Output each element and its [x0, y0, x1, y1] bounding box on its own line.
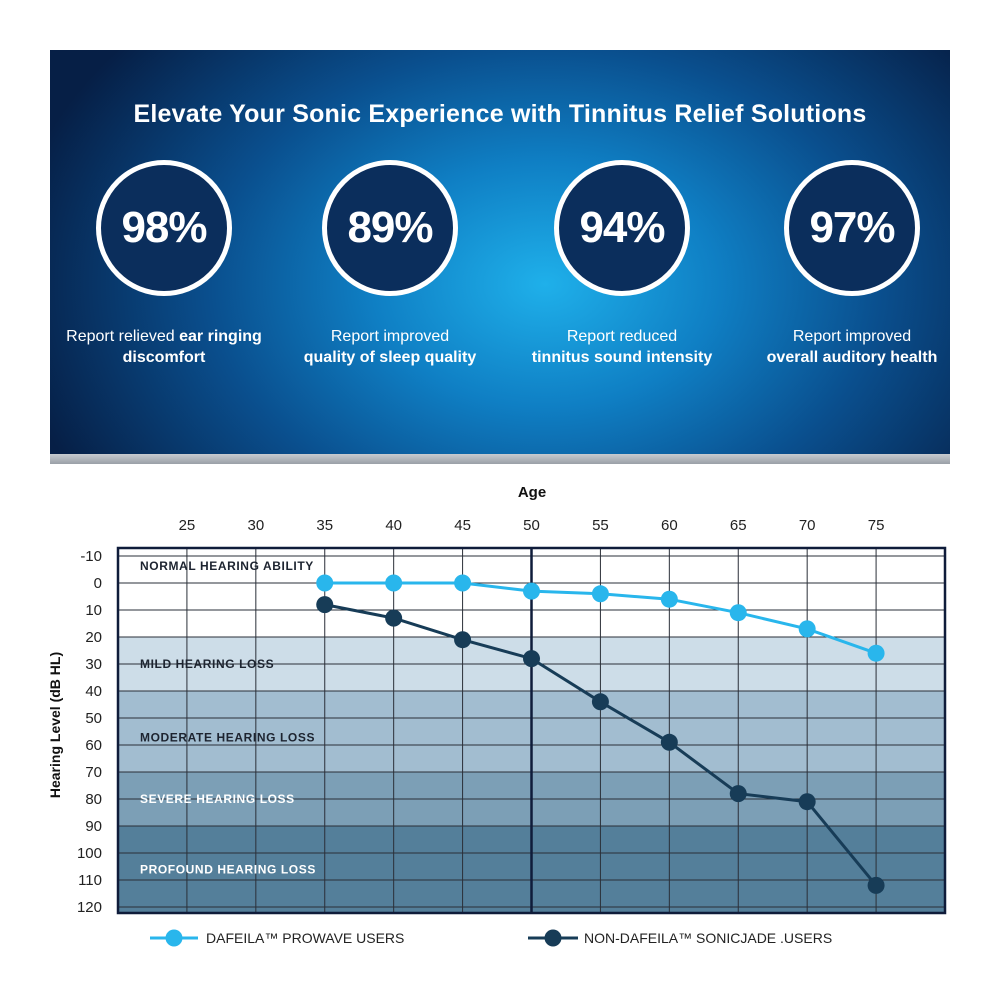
legend-marker	[544, 929, 562, 947]
data-point	[454, 574, 472, 592]
data-point	[523, 582, 540, 600]
data-point	[798, 793, 816, 811]
stat-value: 94%	[579, 203, 665, 252]
stat-caption: Report reduced tinnitus sound intensity	[502, 326, 742, 368]
audiogram-chart: NORMAL HEARING ABILITY MILD HEARING LOSS M…	[47, 484, 947, 947]
data-point	[729, 604, 747, 622]
x-tick-label: 35	[316, 517, 333, 534]
band-label: SEVERE HEARING LOSS	[140, 792, 295, 806]
stat-card: 89% Report improved quality of sleep qua…	[270, 160, 510, 368]
legend-label: NON-DAFEILA™ SONICJADE .USERS	[584, 930, 832, 946]
y-tick-label: -10	[80, 548, 102, 565]
stat-circle: 89%	[322, 160, 458, 296]
x-tick-label: 40	[385, 517, 402, 534]
x-tick-label: 45	[454, 517, 471, 534]
stat-caption-text: Report improved	[330, 328, 450, 345]
band-label: NORMAL HEARING ABILITY	[140, 559, 314, 573]
stat-circle: 97%	[784, 160, 920, 296]
x-tick-label: 50	[523, 517, 540, 534]
data-point	[523, 650, 540, 668]
stat-caption-bold: tinnitus sound intensity	[531, 349, 713, 366]
y-tick-label: 110	[78, 872, 102, 889]
stat-circle: 94%	[554, 160, 690, 296]
stat-caption-bold: ear ringing discomfort	[122, 328, 262, 366]
stat-caption-bold: overall auditory health	[766, 349, 938, 366]
stat-caption-bold: quality of sleep quality	[303, 349, 477, 366]
banner-divider	[50, 454, 950, 464]
stat-caption-text: Report reduced	[566, 328, 678, 345]
data-point	[729, 785, 747, 803]
y-tick-label: 120	[77, 899, 102, 916]
banner-headline: Elevate Your Sonic Experience with Tinni…	[133, 100, 867, 128]
legend-marker	[165, 929, 183, 947]
y-axis-label: Hearing Level (dB HL)	[47, 652, 63, 798]
y-tick-label: 30	[85, 656, 102, 673]
band-label: MILD HEARING LOSS	[140, 657, 274, 671]
y-tick-label: 80	[85, 791, 102, 808]
stat-caption-text: Report relieved	[66, 328, 175, 345]
legend-label: DAFEILA™ PROWAVE USERS	[206, 930, 404, 946]
band-label: MODERATE HEARING LOSS	[140, 731, 315, 745]
data-point	[316, 574, 334, 592]
y-tick-label: 60	[85, 737, 102, 754]
stat-caption: Report improved overall auditory health	[732, 326, 972, 368]
data-point	[867, 644, 885, 662]
data-point	[385, 574, 403, 592]
y-tick-label: 0	[94, 575, 102, 592]
data-point	[798, 620, 816, 638]
y-tick-label: 100	[77, 845, 102, 862]
y-tick-label: 10	[85, 602, 102, 619]
stat-card: 98% Report relieved ear ringing discomfo…	[44, 160, 284, 368]
y-tick-label: 50	[85, 710, 102, 727]
stat-caption-text: Report improved	[792, 328, 912, 345]
y-tick-label: 70	[85, 764, 102, 781]
stat-caption: Report improved quality of sleep quality	[270, 326, 510, 368]
plot-frame	[116, 546, 947, 915]
y-tick-label: 40	[85, 683, 102, 700]
band-label: PROFOUND HEARING LOSS	[140, 863, 316, 877]
data-point	[454, 631, 472, 649]
data-point	[660, 733, 678, 751]
data-point	[385, 609, 403, 627]
data-point	[591, 585, 609, 603]
data-point	[591, 693, 609, 711]
data-point	[316, 596, 334, 614]
x-tick-label: 30	[247, 517, 264, 534]
y-tick-label: 20	[85, 629, 102, 646]
data-point	[660, 590, 678, 608]
stat-value: 89%	[347, 203, 433, 252]
x-axis-label: Age	[518, 484, 546, 501]
stat-card: 94% Report reduced tinnitus sound intens…	[502, 160, 742, 368]
data-point	[867, 876, 885, 894]
stat-circle: 98%	[96, 160, 232, 296]
stat-caption: Report relieved ear ringing discomfort	[44, 326, 284, 368]
x-tick-label: 25	[179, 517, 196, 534]
x-tick-label: 75	[868, 517, 885, 534]
stat-value: 98%	[121, 203, 207, 252]
x-tick-label: 65	[730, 517, 747, 534]
x-tick-label: 60	[661, 517, 678, 534]
x-tick-label: 70	[799, 517, 816, 534]
x-tick-label: 55	[592, 517, 609, 534]
stat-card: 97% Report improved overall auditory hea…	[732, 160, 972, 368]
stat-value: 97%	[809, 203, 895, 252]
y-tick-label: 90	[85, 818, 102, 835]
